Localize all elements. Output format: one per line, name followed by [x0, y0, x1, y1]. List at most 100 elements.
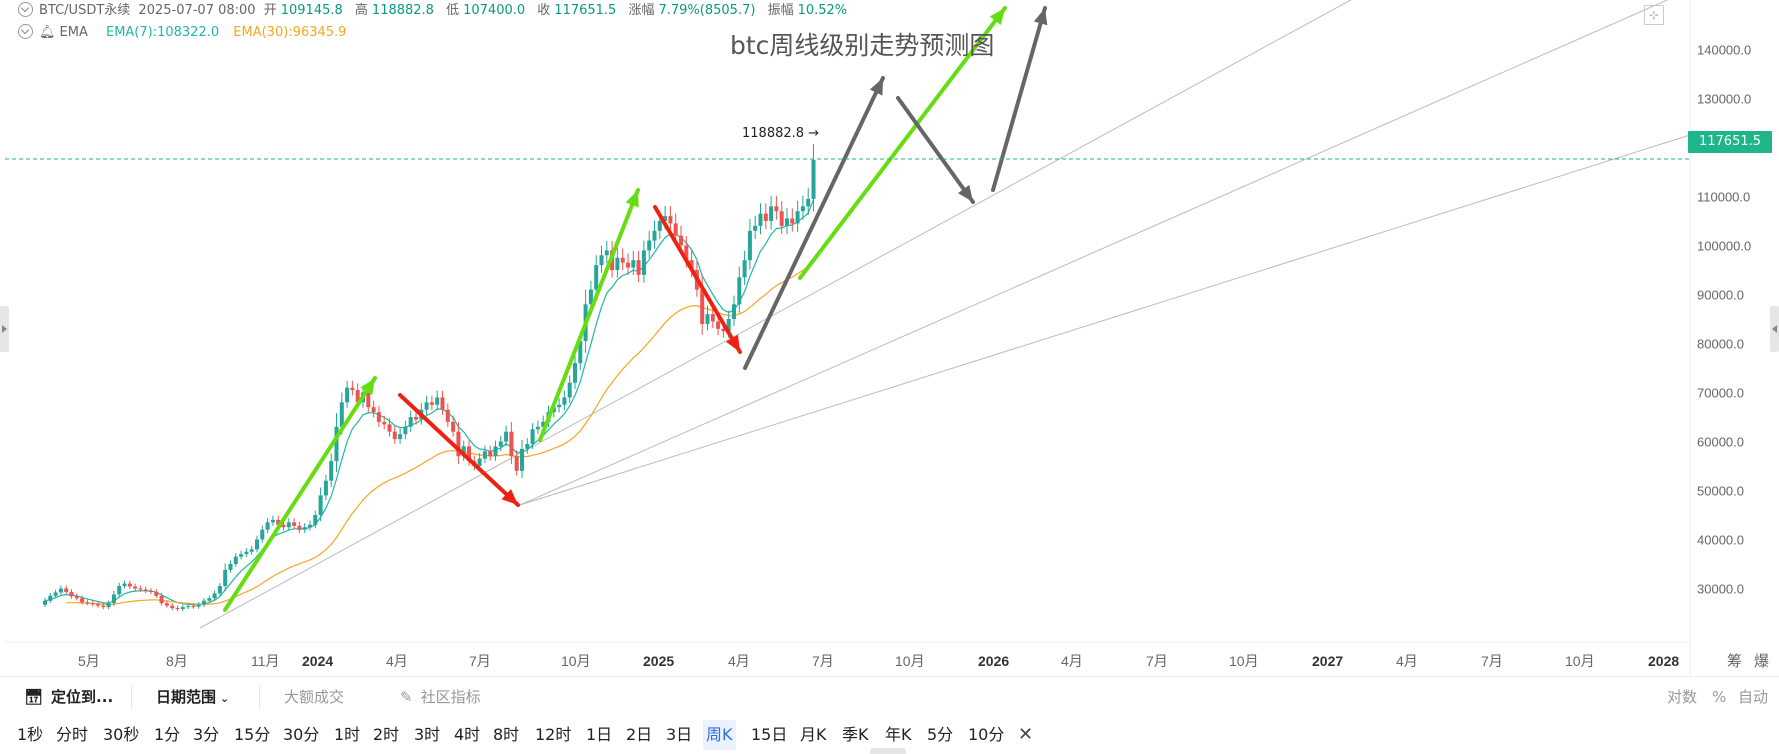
candle-body	[175, 608, 180, 610]
candle-body	[408, 417, 413, 427]
candle-body	[716, 321, 721, 329]
candle-body	[329, 461, 334, 481]
date-range-button[interactable]: 日期范围 ⌄	[156, 688, 230, 706]
candle-body	[795, 211, 800, 224]
candle-body	[626, 262, 630, 268]
candle-body	[53, 592, 58, 596]
x-tick-label: 4月	[1396, 653, 1418, 669]
log-scale-button[interactable]: 对数	[1667, 688, 1698, 706]
candle-body	[313, 515, 318, 525]
x-tick-label: 10月	[1229, 653, 1259, 669]
annotation-title[interactable]: btc周线级别走势预测图	[730, 31, 995, 60]
candle-body	[700, 289, 705, 324]
candle-body	[392, 431, 397, 440]
y-tick-label: 80000.0	[1697, 337, 1744, 352]
timeframe-7[interactable]: 1时	[334, 725, 361, 744]
candle-body	[541, 421, 546, 427]
candle-body	[657, 221, 662, 231]
candle-body	[202, 600, 206, 605]
timeframe-16[interactable]: 周K	[703, 720, 736, 750]
candle-body	[721, 328, 726, 332]
candle-body	[742, 260, 747, 278]
ema7-value: EMA(7):108322.0	[105, 25, 220, 40]
candle-body	[737, 277, 742, 305]
candle-body	[615, 257, 620, 270]
chart-area[interactable]: 30000.0 40000.0 50000.0 60000.0 70000.0 80000…	[0, 0, 1779, 676]
high-value: 118882.8	[371, 3, 434, 18]
timeframe-13[interactable]: 1日	[586, 725, 613, 744]
amp-value: 10.52%	[797, 3, 848, 18]
candle-body	[705, 314, 710, 324]
timeframe-9[interactable]: 3时	[414, 725, 441, 744]
candle-body	[398, 434, 403, 440]
timeframe-14[interactable]: 2日	[626, 725, 653, 744]
indicator-name[interactable]: EMA	[59, 25, 88, 40]
y-tick-label: 140000.0	[1697, 43, 1751, 58]
candle-body	[376, 412, 381, 422]
percent-scale-button[interactable]: %	[1712, 688, 1727, 706]
low-label: 低	[446, 3, 460, 18]
collapse-icon[interactable]	[18, 24, 33, 39]
candle-body	[806, 198, 811, 207]
candle-body	[604, 250, 609, 256]
timeframe-6[interactable]: 30分	[283, 725, 320, 744]
auto-scale-button[interactable]: 自动	[1738, 688, 1769, 706]
trend-fan-line	[199, 0, 1352, 629]
timeframe-20[interactable]: 年K	[885, 725, 912, 744]
candle-body	[233, 556, 238, 564]
x-tick-label: 11月	[251, 653, 280, 669]
timeframe-8[interactable]: 2时	[373, 725, 400, 744]
timeframe-12[interactable]: 12时	[535, 725, 572, 744]
timeframe-19[interactable]: 季K	[842, 725, 869, 744]
candle-body	[48, 595, 53, 601]
timeframe-2[interactable]: 30秒	[103, 725, 140, 744]
resize-grip[interactable]	[870, 748, 906, 754]
candle-body	[424, 402, 429, 410]
x-tick-label: 7月	[812, 653, 834, 669]
axis-side-label: 筹	[1727, 653, 1742, 670]
kline-chart[interactable]: 30000.0 40000.0 50000.0 60000.0 70000.0 80000…	[0, 0, 1779, 676]
open-label: 开	[263, 3, 277, 18]
candle-body	[790, 218, 795, 224]
timeframe-bar: 1秒 分时 30秒 1分 3分 15分 30分 1时 2时 3时 4时 8时 12时 1日 2日 3日 周K 15…	[0, 716, 1779, 754]
candle-body	[355, 390, 360, 403]
candle-body	[154, 591, 159, 596]
candle-body	[260, 529, 265, 540]
timeframe-4[interactable]: 3分	[193, 725, 220, 744]
candle-body	[758, 213, 763, 226]
timeframe-5[interactable]: 15分	[234, 725, 271, 744]
candle-body	[800, 206, 805, 212]
candle-body	[64, 588, 69, 592]
candle-body	[636, 260, 641, 275]
candle-body	[403, 426, 408, 435]
timeframe-11[interactable]: 8时	[493, 725, 520, 744]
timeframe-0[interactable]: 1秒	[17, 725, 44, 744]
candle-body	[292, 522, 297, 526]
x-tick-label: 7月	[469, 653, 491, 669]
timeframe-21[interactable]: 5分	[927, 725, 954, 744]
timeframe-17[interactable]: 15日	[751, 725, 788, 744]
timeframe-15[interactable]: 3日	[666, 725, 693, 744]
left-panel-handle[interactable]	[0, 306, 9, 352]
timeframe-1[interactable]: 分时	[56, 725, 89, 744]
close-icon[interactable]: ✕	[1018, 724, 1034, 745]
candle-body	[663, 216, 668, 221]
candle-body	[180, 607, 185, 610]
timeframe-18[interactable]: 月K	[800, 725, 827, 744]
timeframe-10[interactable]: 4时	[454, 725, 481, 744]
community-indicator-button[interactable]: ✎ 社区指标	[400, 688, 481, 706]
candle-body	[170, 605, 175, 609]
candle-body	[255, 539, 259, 550]
candle-body	[286, 522, 291, 528]
collapse-icon[interactable]	[18, 2, 33, 17]
big-volume-button[interactable]: 大额成交	[284, 688, 345, 706]
bell-icon[interactable]: 🔔︎	[39, 25, 56, 40]
locate-button[interactable]: 📅︎ 定位到...	[24, 688, 114, 706]
fullscreen-icon[interactable]: ⊹	[1644, 5, 1664, 25]
timeframe-22[interactable]: 10分	[968, 725, 1005, 744]
right-panel-handle[interactable]	[1770, 306, 1779, 352]
timeframe-3[interactable]: 1分	[154, 725, 181, 744]
candle-body	[599, 255, 604, 266]
ema7-line	[44, 199, 815, 606]
